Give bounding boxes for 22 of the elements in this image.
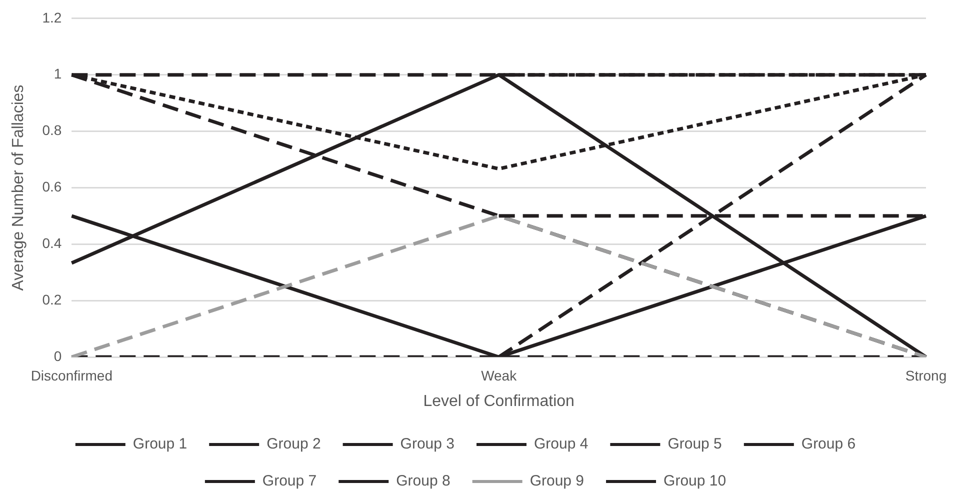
y-tick-label: 1.2: [42, 9, 62, 26]
y-tick-label: 0: [54, 348, 62, 364]
x-tick-label: Weak: [481, 367, 518, 384]
y-tick-label: 0.6: [42, 178, 62, 195]
legend-label: Group 8: [396, 472, 450, 490]
x-tick-label: Disconfirmed: [30, 367, 113, 384]
legend-label: Group 2: [266, 436, 321, 453]
legend-label: Group 10: [664, 472, 726, 490]
y-axis-title: Average Number of Fallacies: [10, 84, 28, 291]
x-tick-label: Strong: [905, 367, 947, 384]
legend-label: Group 3: [400, 436, 455, 453]
legend-label: Group 7: [262, 472, 317, 490]
legend-label: Group 6: [801, 436, 856, 453]
legend-label: Group 5: [668, 436, 722, 453]
x-axis-title: Level of Confirmation: [423, 392, 574, 410]
legend-label: Group 9: [530, 472, 584, 490]
y-tick-label: 0.4: [42, 234, 62, 251]
y-tick-label: 1: [54, 66, 62, 82]
legend-label: Group 1: [132, 436, 188, 453]
y-tick-label: 0.2: [42, 291, 62, 308]
legend-label: Group 4: [534, 436, 588, 453]
y-tick-label: 0.8: [42, 122, 62, 138]
